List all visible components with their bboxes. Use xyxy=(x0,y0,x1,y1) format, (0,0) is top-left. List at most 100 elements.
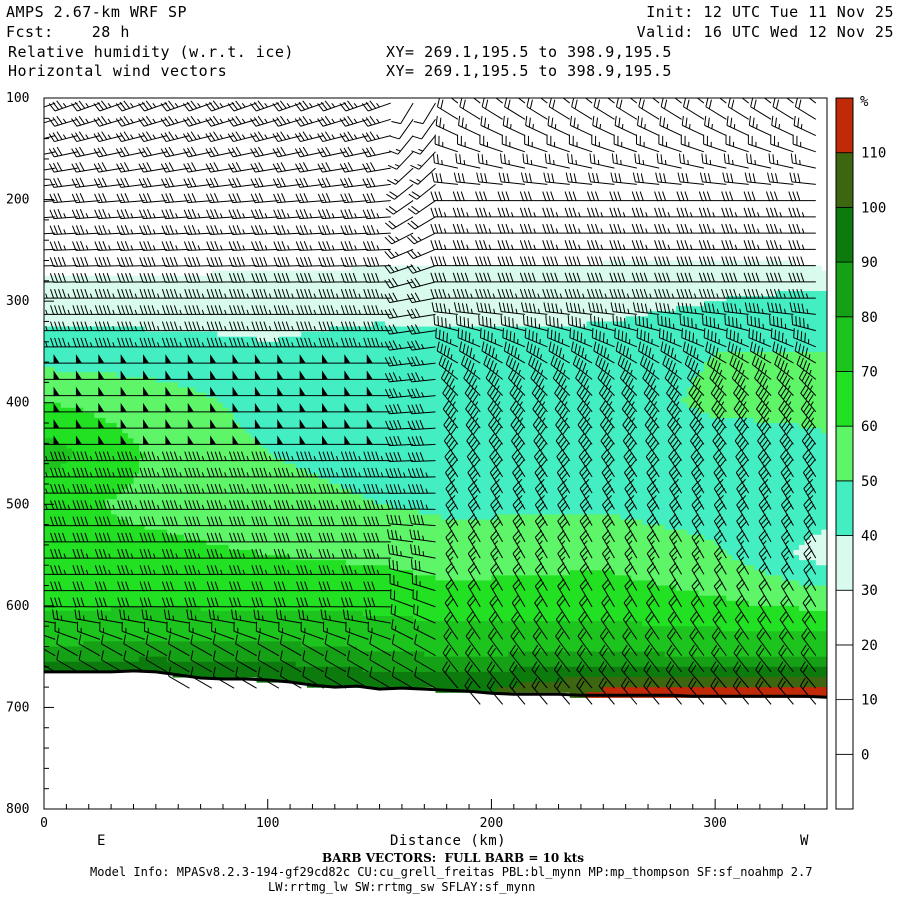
rh-cell xyxy=(88,382,95,389)
rh-cell xyxy=(284,549,291,556)
rh-cell xyxy=(256,443,263,450)
rh-cell xyxy=(150,509,157,516)
rh-cell xyxy=(228,402,235,409)
rh-cell xyxy=(116,656,123,663)
rh-cell xyxy=(211,433,218,439)
rh-cell xyxy=(284,280,291,287)
rh-cell xyxy=(222,595,230,602)
rh-cell xyxy=(127,382,135,389)
rh-cell xyxy=(211,397,218,404)
rh-cell xyxy=(55,306,62,312)
rh-cell xyxy=(256,285,263,292)
rh-cell xyxy=(346,509,353,516)
rh-cell xyxy=(150,285,157,292)
rh-cell xyxy=(150,296,157,302)
rh-cell xyxy=(167,646,174,653)
rh-cell xyxy=(178,412,185,419)
rh-cell xyxy=(295,321,302,328)
rh-cell xyxy=(385,306,392,312)
rh-cell xyxy=(44,316,51,323)
rh-cell xyxy=(284,590,291,597)
rh-cell xyxy=(144,306,151,312)
rh-cell xyxy=(133,382,140,389)
rh-cell xyxy=(368,377,375,383)
rh-cell xyxy=(385,351,392,358)
rh-cell xyxy=(351,671,358,678)
rh-cell xyxy=(334,336,342,343)
rh-cell xyxy=(250,590,258,597)
rh-cell xyxy=(44,621,51,627)
rh-cell xyxy=(340,590,347,597)
rh-cell xyxy=(351,285,358,292)
rh-cell xyxy=(178,585,185,592)
rh-cell xyxy=(340,605,347,612)
rh-cell xyxy=(346,570,353,576)
rh-cell xyxy=(295,626,302,632)
rh-cell xyxy=(178,575,185,582)
rh-cell xyxy=(379,605,386,612)
rh-cell xyxy=(234,458,241,465)
rh-cell xyxy=(178,428,185,434)
rh-cell xyxy=(340,306,347,312)
rh-cell xyxy=(144,600,151,607)
rh-cell xyxy=(99,468,107,475)
rh-cell xyxy=(127,529,135,536)
rh-cell xyxy=(167,428,174,434)
rh-cell xyxy=(155,539,163,546)
rh-cell xyxy=(200,636,207,643)
rh-cell xyxy=(222,666,230,673)
rh-cell xyxy=(368,417,375,424)
rh-cell xyxy=(167,636,174,643)
rh-cell xyxy=(183,306,191,312)
rh-cell xyxy=(94,580,101,587)
rh-cell xyxy=(239,610,246,617)
rh-cell xyxy=(312,382,319,389)
rh-cell xyxy=(295,367,302,373)
rh-cell xyxy=(329,448,336,455)
rh-cell xyxy=(362,331,369,338)
rh-cell xyxy=(99,463,107,470)
rh-cell xyxy=(346,301,353,307)
rh-cell xyxy=(284,610,291,617)
rh-cell xyxy=(379,265,386,272)
rh-cell xyxy=(346,412,353,419)
rh-cell xyxy=(334,636,342,643)
rh-cell xyxy=(373,580,381,587)
rh-cell xyxy=(340,453,347,460)
rh-cell xyxy=(340,636,347,643)
rh-cell xyxy=(189,580,196,587)
rh-cell xyxy=(323,372,330,378)
rh-cell xyxy=(284,621,291,627)
rh-cell xyxy=(301,351,308,358)
rh-cell xyxy=(290,656,297,663)
rh-cell xyxy=(256,478,263,485)
rh-cell xyxy=(273,610,280,617)
rh-cell xyxy=(122,428,129,434)
rh-cell xyxy=(323,600,330,607)
rh-cell xyxy=(71,544,79,551)
rh-cell xyxy=(55,351,62,358)
rh-cell xyxy=(318,296,325,302)
rh-cell xyxy=(139,661,146,668)
rh-cell xyxy=(323,544,330,551)
rh-cell xyxy=(284,570,291,576)
rh-cell xyxy=(329,402,336,409)
rh-cell xyxy=(150,494,157,500)
rh-cell xyxy=(150,417,157,424)
rh-cell xyxy=(312,367,319,373)
rh-cell xyxy=(66,504,73,510)
rh-cell xyxy=(200,499,207,505)
rh-cell xyxy=(278,565,286,571)
rh-cell xyxy=(318,448,325,455)
rh-cell xyxy=(116,336,123,343)
rh-cell xyxy=(267,296,274,302)
rh-cell xyxy=(295,428,302,434)
rh-cell xyxy=(357,367,364,373)
rh-cell xyxy=(239,580,246,587)
rh-cell xyxy=(357,433,364,439)
rh-cell xyxy=(379,651,386,658)
rh-cell xyxy=(66,514,73,521)
rh-cell xyxy=(94,468,101,475)
rh-cell xyxy=(71,631,79,637)
rh-cell xyxy=(178,544,185,551)
